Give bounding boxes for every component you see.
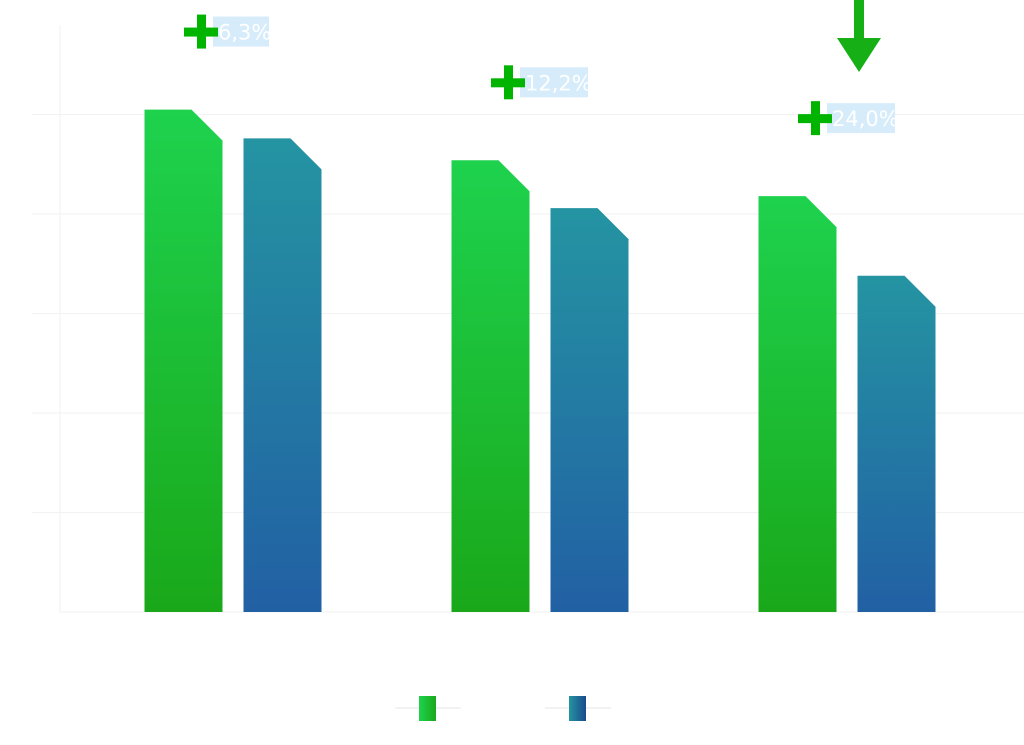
plus-icon: [184, 14, 218, 49]
bars: [144, 109, 936, 613]
annotation-label: 24,0%: [832, 107, 899, 131]
legend-swatch: [569, 696, 586, 721]
bar-series-2-3: [857, 275, 936, 612]
change-annotation: 6,3%: [184, 14, 271, 49]
legend: [395, 696, 611, 721]
plus-icon: [491, 65, 525, 100]
bar-series-1-3: [758, 196, 837, 612]
bar-series-1-1: [144, 109, 223, 612]
bar-series-2-1: [243, 138, 322, 612]
change-annotation: 12,2%: [491, 65, 592, 100]
legend-item-series-2[interactable]: [545, 696, 611, 721]
annotation-label: 6,3%: [218, 21, 271, 45]
arrow-down-icon: [837, 0, 881, 72]
plus-icon: [798, 101, 832, 136]
annotation-label: 12,2%: [525, 71, 592, 95]
change-annotation: 24,0%: [798, 101, 899, 136]
annotation-badge: [213, 16, 269, 47]
legend-swatch: [419, 696, 436, 721]
bar-series-2-2: [550, 208, 629, 613]
legend-item-series-1[interactable]: [395, 696, 461, 721]
annotation-badge: [520, 67, 588, 98]
bar-series-1-2: [451, 160, 530, 612]
annotation-badge: [827, 103, 895, 134]
annotations: 6,3% 12,2% 24,0%: [184, 0, 899, 136]
